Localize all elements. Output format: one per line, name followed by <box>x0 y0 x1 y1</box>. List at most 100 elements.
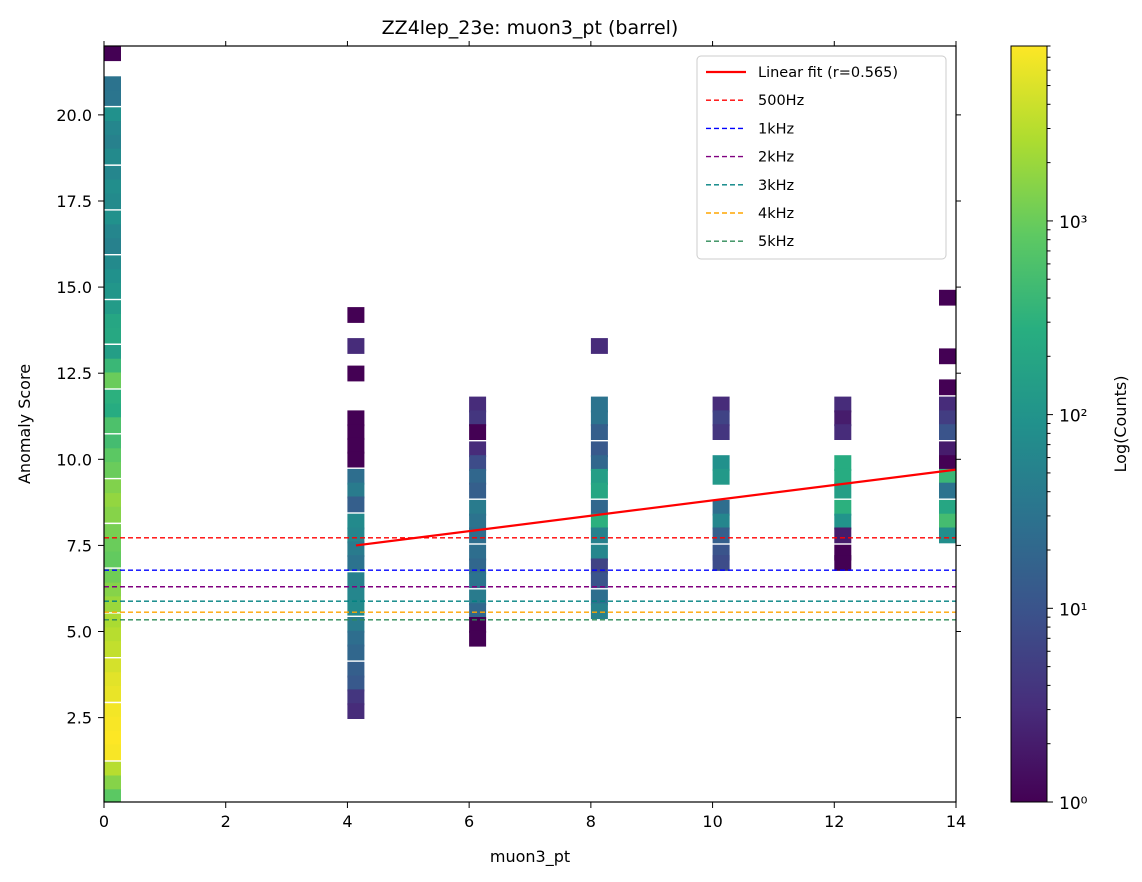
colorbar-tick-label: 10⁰ <box>1059 794 1088 814</box>
heatmap-cell <box>104 462 121 478</box>
heatmap-cell <box>469 603 487 620</box>
x-tick-label: 4 <box>342 812 352 831</box>
plot-frame <box>103 45 957 803</box>
x-axis: 0 2 4 6 8 10 12 14 <box>99 41 966 831</box>
heatmap-cell <box>104 716 121 733</box>
heatmap-cell <box>590 544 608 561</box>
heatmap-cell <box>104 582 121 599</box>
legend-label: 500Hz <box>758 93 804 109</box>
heatmap-cell <box>104 730 121 747</box>
heatmap-cell <box>104 506 121 523</box>
y-tick-label: 17.5 <box>56 192 92 211</box>
legend-box <box>696 55 947 260</box>
heatmap-cell <box>590 441 608 458</box>
heatmap-cell <box>590 396 608 413</box>
heatmap-cell <box>939 482 956 499</box>
x-tick-label: 6 <box>464 812 474 831</box>
heatmap-cell <box>469 513 487 530</box>
heatmap-cell <box>347 338 365 354</box>
x-tick-label: 0 <box>99 812 109 831</box>
heatmap-cell <box>469 630 487 647</box>
heatmap-cell <box>104 345 121 361</box>
heatmap-cell <box>939 527 956 544</box>
heatmap-cell <box>347 365 365 382</box>
heatmap-cell <box>104 389 121 406</box>
heatmap-cell <box>347 572 365 589</box>
heatmap-cell <box>712 424 730 440</box>
heatmap-cell <box>104 596 121 613</box>
y-tick-label: 5.0 <box>67 623 92 642</box>
heatmap-cell <box>104 761 121 778</box>
reference-lines <box>104 468 956 621</box>
x-tick-label: 8 <box>586 812 596 831</box>
heatmap-cell <box>712 499 730 516</box>
heatmap-cell <box>469 558 487 575</box>
heatmap-cell <box>104 327 121 344</box>
y-axis-label: Anomaly Score <box>15 364 34 484</box>
heatmap-cell <box>104 314 121 330</box>
y-tick-label: 10.0 <box>56 450 92 469</box>
heatmap-cell <box>834 455 852 471</box>
heatmap-cell <box>469 468 487 485</box>
heatmap-cell <box>104 403 121 420</box>
heatmap-cell <box>104 358 121 375</box>
colorbar-gradient <box>1010 45 1048 803</box>
heatmap-cell <box>590 424 608 440</box>
heatmap-cell <box>590 603 608 620</box>
heatmap-cell <box>347 513 365 530</box>
heatmap-cell <box>347 527 365 544</box>
x-tick-label: 10 <box>702 812 722 831</box>
legend-label: 1kHz <box>758 121 794 137</box>
heatmap-cell <box>590 499 608 516</box>
heatmap-cell <box>939 499 956 516</box>
legend-label: 4kHz <box>758 206 794 222</box>
colorbar-tick-label: 10¹ <box>1059 600 1087 620</box>
heatmap-cell <box>347 661 365 678</box>
heatmap-cell <box>834 527 852 544</box>
heatmap-cell <box>834 482 852 499</box>
heatmap-cell <box>347 689 365 706</box>
heatmap-cell <box>347 482 365 499</box>
heatmap-cell <box>590 338 608 354</box>
heatmap-cell <box>104 210 121 227</box>
heatmap-cell <box>104 524 121 540</box>
heatmap-cell <box>469 424 487 440</box>
heatmap-cell <box>104 417 121 434</box>
heatmap-cell <box>939 348 956 365</box>
heatmap-cell <box>939 379 956 396</box>
heatmap-cell <box>712 396 730 413</box>
heatmap-cell <box>834 468 852 485</box>
heatmap-cell <box>104 193 121 210</box>
heatmap-cell <box>347 437 365 454</box>
heatmap-cell <box>939 468 956 485</box>
heatmap-cell <box>104 658 121 675</box>
heatmap-cell <box>104 269 121 285</box>
heatmap-cell <box>590 589 608 606</box>
heatmap-cell <box>590 558 608 575</box>
y-axis: 2.5 5.0 7.5 10.0 12.5 15.0 17.5 20.0 <box>56 106 961 728</box>
heatmap-cell <box>347 630 365 647</box>
heatmap-cell <box>712 410 730 427</box>
heatmap-cell <box>347 410 365 427</box>
heatmap-cell <box>712 468 730 485</box>
heatmap-cell <box>469 617 487 633</box>
heatmap-cell <box>347 617 365 633</box>
heatmap-cell <box>712 555 730 571</box>
heatmap-cell <box>939 455 956 471</box>
y-tick-label: 12.5 <box>56 364 92 383</box>
heatmap-cell <box>104 789 121 802</box>
heatmap-cell <box>104 537 121 554</box>
heatmap-cell <box>104 179 121 196</box>
heatmap-cell <box>104 107 121 124</box>
heatmap-cell <box>104 238 121 254</box>
heatmap-cell <box>834 424 852 440</box>
legend-label: Linear fit (r=0.565) <box>758 65 898 81</box>
heatmap-cell <box>939 424 956 440</box>
heatmap-cell <box>347 599 365 616</box>
heatmap-cell <box>834 410 852 427</box>
heatmap-cell <box>469 499 487 516</box>
heatmap-cell <box>469 455 487 471</box>
x-tick-label: 12 <box>824 812 844 831</box>
heatmap-cell <box>104 148 121 165</box>
